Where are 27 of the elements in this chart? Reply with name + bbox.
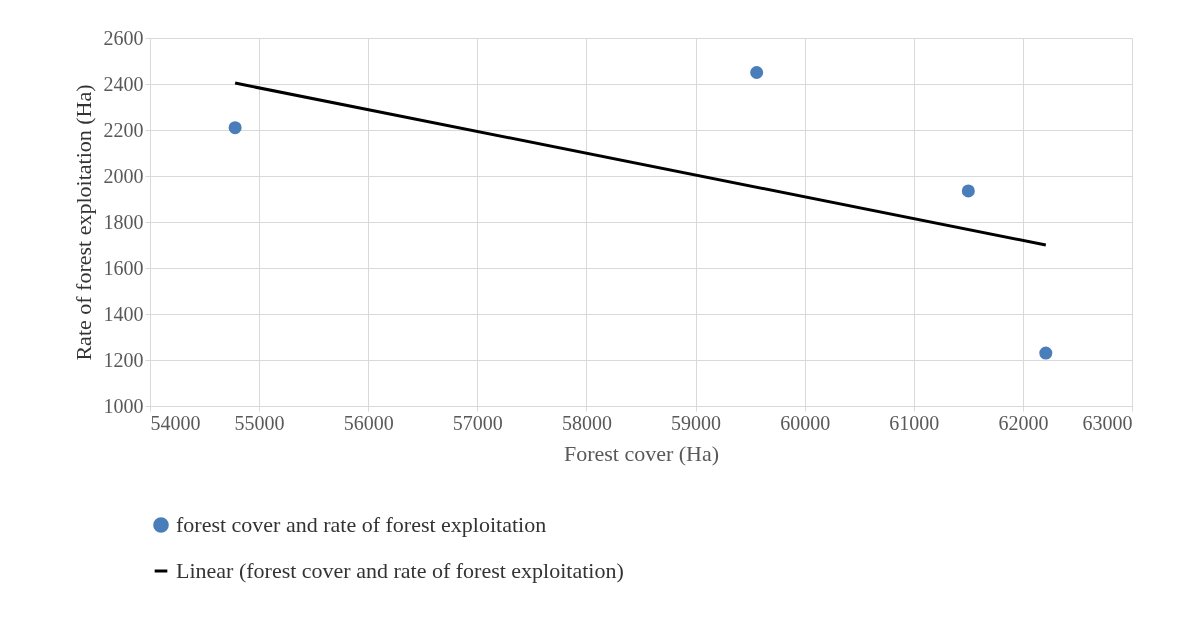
y-tick-label: 1000 — [103, 394, 144, 417]
point — [228, 121, 242, 135]
x-tick-label: 63000 — [1082, 411, 1133, 434]
point — [1039, 346, 1053, 360]
y-tick-label: 2200 — [103, 118, 144, 141]
x-tick-label: 59000 — [671, 411, 722, 434]
point — [961, 184, 975, 198]
x-tick-label: 61000 — [889, 411, 940, 434]
y-tick-label: 1800 — [103, 210, 144, 233]
point — [750, 65, 764, 80]
x-tick-label: 56000 — [343, 411, 394, 434]
y-tick-label: 2400 — [103, 72, 144, 95]
y-tick-label: 1600 — [103, 256, 144, 279]
x-tick-label: 54000 — [150, 411, 201, 434]
legend-label: Linear (forest cover and rate of forest exploitation) — [176, 558, 624, 583]
x-axis-title: Forest cover (Ha) — [563, 440, 720, 466]
x-tick-label: 58000 — [561, 411, 612, 434]
x-tick-label: 55000 — [234, 411, 285, 434]
y-tick-label: 1400 — [103, 302, 144, 325]
x-tick-label: 62000 — [998, 411, 1049, 434]
x-tick-label: 60000 — [780, 411, 831, 434]
y-tick-label: 1200 — [103, 348, 144, 371]
legend-label: forest cover and rate of forest exploitation — [176, 512, 547, 537]
y-axis-title: Rate of forest exploitation (Ha) — [70, 84, 96, 361]
x-tick-label: 57000 — [452, 411, 503, 434]
y-tick-label: 2000 — [103, 164, 144, 187]
y-tick-label: 2600 — [103, 26, 144, 49]
